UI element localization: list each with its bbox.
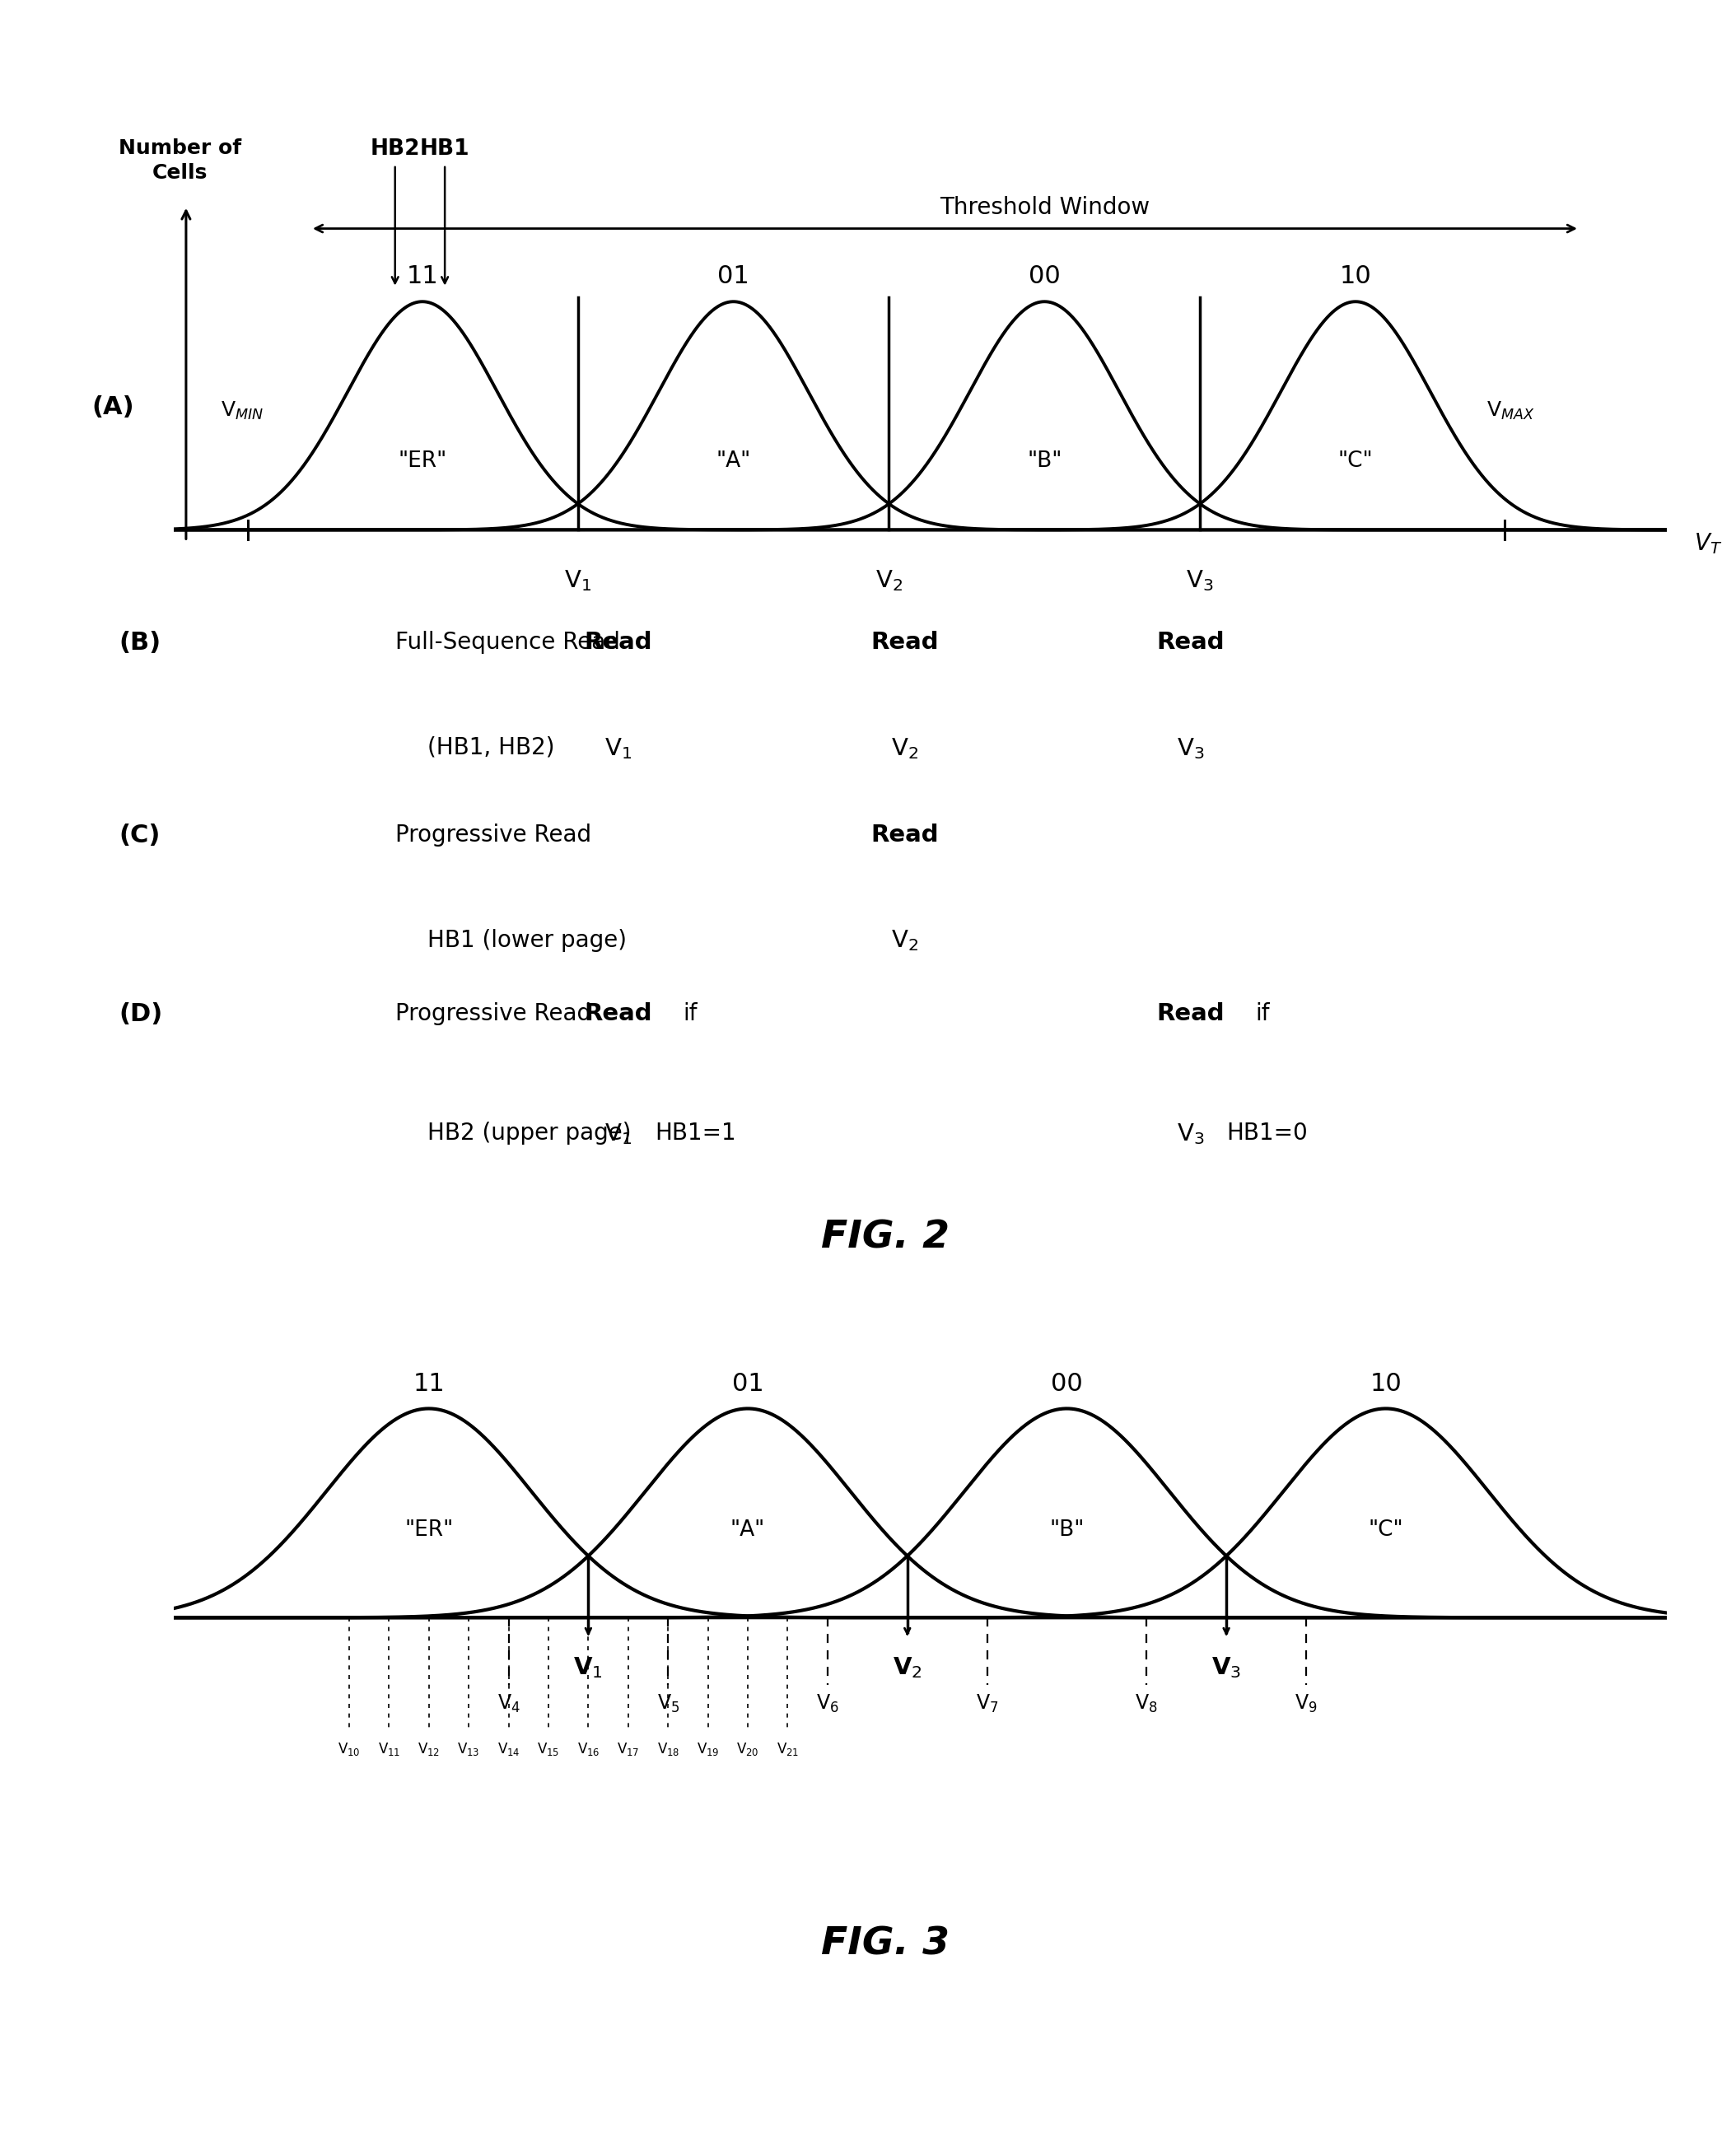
- Text: V$_3$: V$_3$: [1212, 1656, 1241, 1680]
- Text: Read: Read: [585, 630, 653, 654]
- Text: (D): (D): [118, 1002, 163, 1026]
- Text: if: if: [684, 1002, 698, 1026]
- Text: Threshold Window: Threshold Window: [939, 197, 1149, 220]
- Text: V$_{15}$: V$_{15}$: [536, 1742, 559, 1757]
- Text: (C): (C): [118, 823, 160, 846]
- Text: V$_4$: V$_4$: [496, 1693, 521, 1714]
- Text: V$_9$: V$_9$: [1295, 1693, 1318, 1714]
- Text: 01: 01: [733, 1372, 764, 1395]
- Text: V$_{10}$: V$_{10}$: [339, 1742, 361, 1757]
- Text: V$_{20}$: V$_{20}$: [736, 1742, 759, 1757]
- Text: FIG. 2: FIG. 2: [821, 1218, 950, 1257]
- Text: V$_{17}$: V$_{17}$: [616, 1742, 639, 1757]
- Text: Progressive Read: Progressive Read: [396, 823, 592, 846]
- Text: V$_3$: V$_3$: [1177, 735, 1205, 761]
- Text: V$_3$: V$_3$: [1177, 1122, 1205, 1145]
- Text: FIG. 3: FIG. 3: [821, 1925, 950, 1964]
- Text: V$_2$: V$_2$: [891, 927, 918, 953]
- Text: "A": "A": [715, 451, 752, 472]
- Text: (A): (A): [92, 395, 134, 419]
- Text: HB1 (lower page): HB1 (lower page): [427, 927, 627, 951]
- Text: Read: Read: [1156, 630, 1226, 654]
- Text: V$_{12}$: V$_{12}$: [418, 1742, 439, 1757]
- Text: V$_{13}$: V$_{13}$: [457, 1742, 479, 1757]
- Text: Progressive Read: Progressive Read: [396, 1002, 592, 1026]
- Text: Read: Read: [871, 823, 939, 846]
- Text: "B": "B": [1049, 1519, 1085, 1541]
- Text: V$_1$: V$_1$: [564, 568, 592, 594]
- Text: V$_2$: V$_2$: [891, 735, 918, 761]
- Text: 00: 00: [1050, 1372, 1083, 1395]
- Text: "A": "A": [731, 1519, 766, 1541]
- Text: Read: Read: [871, 630, 939, 654]
- Text: V$_{MAX}$: V$_{MAX}$: [1486, 400, 1535, 421]
- Text: 10: 10: [1340, 265, 1371, 288]
- Text: "C": "C": [1368, 1519, 1403, 1541]
- Text: HB1=0: HB1=0: [1227, 1122, 1309, 1145]
- Text: 01: 01: [717, 265, 750, 288]
- Text: V$_{14}$: V$_{14}$: [496, 1742, 521, 1757]
- Text: V$_{21}$: V$_{21}$: [776, 1742, 799, 1757]
- Text: "ER": "ER": [398, 451, 446, 472]
- Text: HB2: HB2: [370, 139, 420, 160]
- Text: V$_T$: V$_T$: [1694, 532, 1722, 556]
- Text: V$_{18}$: V$_{18}$: [656, 1742, 679, 1757]
- Text: V$_2$: V$_2$: [875, 568, 903, 594]
- Text: (B): (B): [118, 630, 161, 654]
- Text: (HB1, HB2): (HB1, HB2): [427, 735, 554, 759]
- Text: "ER": "ER": [404, 1519, 453, 1541]
- Text: V$_5$: V$_5$: [656, 1693, 679, 1714]
- Text: "B": "B": [1028, 451, 1062, 472]
- Text: HB2 (upper page): HB2 (upper page): [427, 1122, 632, 1145]
- Text: "C": "C": [1338, 451, 1373, 472]
- Text: V$_1$: V$_1$: [604, 735, 632, 761]
- Text: V$_1$: V$_1$: [573, 1656, 602, 1680]
- Text: V$_{11}$: V$_{11}$: [378, 1742, 401, 1757]
- Text: V$_{16}$: V$_{16}$: [576, 1742, 599, 1757]
- Text: V$_{MIN}$: V$_{MIN}$: [220, 400, 264, 421]
- Text: 10: 10: [1370, 1372, 1401, 1395]
- Text: V$_{19}$: V$_{19}$: [696, 1742, 719, 1757]
- Text: Full-Sequence Read: Full-Sequence Read: [396, 630, 620, 654]
- Text: 11: 11: [406, 265, 439, 288]
- Text: V$_8$: V$_8$: [1135, 1693, 1158, 1714]
- Text: V$_6$: V$_6$: [816, 1693, 838, 1714]
- Text: Read: Read: [585, 1002, 653, 1026]
- Text: V$_7$: V$_7$: [976, 1693, 998, 1714]
- Text: V$_3$: V$_3$: [1186, 568, 1213, 594]
- Text: V$_2$: V$_2$: [892, 1656, 922, 1680]
- Text: HB1: HB1: [420, 139, 470, 160]
- Text: Number of
Cells: Number of Cells: [118, 139, 241, 184]
- Text: Read: Read: [1156, 1002, 1226, 1026]
- Text: 11: 11: [413, 1372, 444, 1395]
- Text: HB1=1: HB1=1: [654, 1122, 736, 1145]
- Text: 00: 00: [1028, 265, 1061, 288]
- Text: if: if: [1255, 1002, 1271, 1026]
- Text: V$_1$: V$_1$: [604, 1122, 632, 1145]
